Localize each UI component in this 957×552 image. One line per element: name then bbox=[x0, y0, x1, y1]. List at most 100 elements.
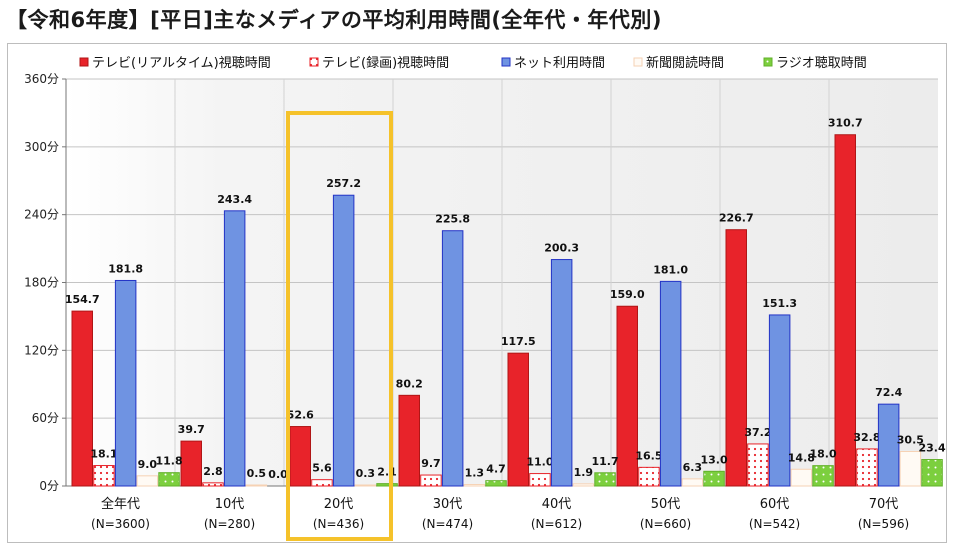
value-label: 159.0 bbox=[610, 288, 645, 301]
sample-size-label: (N=436) bbox=[313, 517, 364, 531]
value-label: 1.9 bbox=[574, 466, 594, 479]
legend-label: ラジオ聴取時間 bbox=[776, 56, 867, 71]
value-label: 37.2 bbox=[744, 426, 771, 439]
legend-item: 新聞閲読時間 bbox=[633, 55, 724, 71]
y-tick-label: 0分 bbox=[39, 479, 59, 493]
value-label: 154.7 bbox=[65, 293, 100, 306]
bar bbox=[594, 472, 616, 487]
sample-size-label: (N=596) bbox=[858, 517, 909, 531]
bar bbox=[921, 459, 943, 487]
bar bbox=[572, 483, 595, 487]
value-label: 0.3 bbox=[356, 467, 376, 480]
value-label: 1.3 bbox=[465, 467, 485, 480]
value-label: 16.5 bbox=[635, 449, 662, 462]
y-tick-label: 120分 bbox=[24, 343, 59, 357]
value-label: 23.4 bbox=[918, 442, 945, 455]
legend-swatch bbox=[633, 57, 643, 67]
bar bbox=[877, 403, 900, 487]
y-tick-label: 360分 bbox=[24, 72, 59, 86]
x-tick-label: 40代 bbox=[542, 497, 572, 512]
legend-item: ラジオ聴取時間 bbox=[763, 56, 867, 71]
highlight-box bbox=[286, 111, 393, 541]
bar-chart: テレビ(リアルタイム)視聴時間 テレビ(録画)視聴時間 ネット利用時間 新聞閲読時間 ラ… bbox=[24, 55, 946, 541]
bar bbox=[245, 484, 268, 487]
sample-size-label: (N=3600) bbox=[91, 517, 150, 531]
value-label: 181.0 bbox=[653, 263, 688, 276]
value-label: 9.7 bbox=[421, 457, 441, 470]
legend-item: テレビ(リアルタイム)視聴時間 bbox=[79, 56, 271, 71]
bar bbox=[659, 280, 682, 487]
bar bbox=[202, 482, 224, 487]
bar bbox=[420, 474, 442, 487]
x-tick-label: 全年代 bbox=[101, 496, 140, 512]
value-label: 200.3 bbox=[544, 242, 579, 255]
value-label: 80.2 bbox=[396, 377, 423, 390]
bar bbox=[638, 466, 660, 487]
sample-size-label: (N=660) bbox=[640, 517, 691, 531]
bar bbox=[856, 448, 878, 487]
bar bbox=[681, 478, 704, 487]
value-label: 32.8 bbox=[853, 431, 880, 444]
value-label: 181.8 bbox=[108, 262, 143, 275]
value-label: 2.1 bbox=[377, 466, 397, 479]
y-tick-label: 60分 bbox=[32, 411, 59, 425]
value-label: 13.0 bbox=[700, 453, 727, 466]
legend-label: テレビ(録画)視聴時間 bbox=[322, 56, 449, 71]
bar bbox=[529, 473, 551, 487]
bar bbox=[398, 394, 420, 487]
bar bbox=[180, 440, 202, 487]
x-tick-label: 50代 bbox=[651, 497, 681, 512]
bar bbox=[616, 305, 638, 487]
value-label: 30.5 bbox=[897, 434, 924, 447]
legend-swatch bbox=[309, 57, 319, 67]
x-tick-label: 30代 bbox=[433, 497, 463, 512]
value-label: 225.8 bbox=[435, 213, 470, 226]
legend: テレビ(リアルタイム)視聴時間 テレビ(録画)視聴時間 ネット利用時間 新聞閲読時間 ラ… bbox=[79, 55, 867, 71]
bar bbox=[790, 468, 813, 487]
bar bbox=[550, 259, 573, 487]
value-label: 151.3 bbox=[762, 297, 797, 310]
bar bbox=[485, 480, 507, 487]
value-label: 11.8 bbox=[155, 455, 182, 468]
value-label: 4.7 bbox=[486, 463, 506, 476]
bar bbox=[747, 443, 769, 487]
bar bbox=[899, 451, 922, 487]
bars: 154.7 39.7 52.6 80.2 117.5 159.0 226.7 310.7 18.… bbox=[65, 117, 946, 487]
sample-size-label: (N=280) bbox=[204, 517, 255, 531]
value-label: 72.4 bbox=[875, 386, 902, 399]
y-tick-label: 300分 bbox=[24, 140, 59, 154]
x-axis: 全年代 (N=3600) 10代 (N=280) 20代 (N=436) 30代 (N=474… bbox=[91, 496, 909, 531]
bar bbox=[463, 484, 486, 487]
x-tick-label: 20代 bbox=[324, 497, 354, 512]
bar bbox=[812, 465, 834, 487]
bar bbox=[311, 479, 333, 487]
x-tick-label: 60代 bbox=[760, 497, 790, 512]
value-label: 0.5 bbox=[247, 467, 267, 480]
bar bbox=[354, 484, 377, 487]
bar bbox=[834, 134, 856, 487]
bar bbox=[158, 472, 180, 487]
legend-label: テレビ(リアルタイム)視聴時間 bbox=[92, 56, 271, 71]
chart-frame: テレビ(リアルタイム)視聴時間 テレビ(録画)視聴時間 ネット利用時間 新聞閲読時間 ラ… bbox=[7, 43, 947, 543]
bar bbox=[114, 279, 137, 487]
bar bbox=[725, 229, 747, 487]
legend-label: 新聞閲読時間 bbox=[646, 55, 724, 71]
bar bbox=[703, 470, 725, 487]
bar bbox=[223, 210, 246, 487]
value-label: 18.0 bbox=[809, 448, 836, 461]
bar bbox=[376, 483, 398, 487]
value-label: 9.0 bbox=[138, 458, 158, 471]
bar bbox=[289, 426, 311, 487]
value-label: 6.3 bbox=[683, 461, 703, 474]
sample-size-label: (N=474) bbox=[422, 517, 473, 531]
value-label: 257.2 bbox=[326, 177, 361, 190]
sample-size-label: (N=612) bbox=[531, 517, 582, 531]
bar bbox=[441, 230, 464, 487]
value-label: 39.7 bbox=[178, 423, 205, 436]
value-label: 18.1 bbox=[90, 448, 117, 461]
bar bbox=[768, 314, 791, 487]
value-label: 14.8 bbox=[788, 451, 815, 464]
y-tick-label: 180分 bbox=[24, 276, 59, 290]
bar bbox=[93, 465, 115, 487]
value-label: 5.6 bbox=[312, 462, 332, 475]
